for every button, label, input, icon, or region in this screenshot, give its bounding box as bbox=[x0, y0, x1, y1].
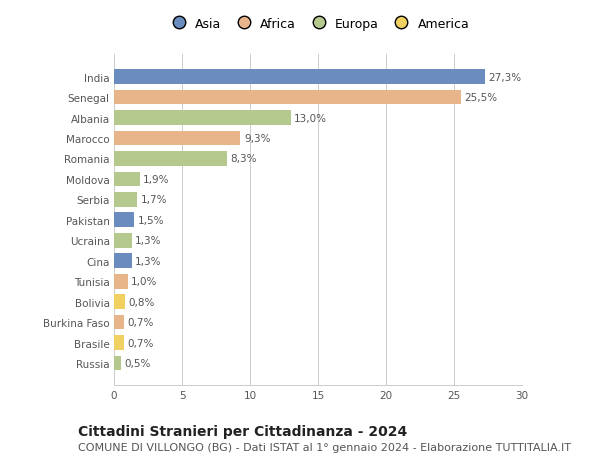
Bar bbox=[114, 315, 124, 330]
Text: 13,0%: 13,0% bbox=[294, 113, 327, 123]
Text: 0,5%: 0,5% bbox=[124, 358, 151, 368]
Bar bbox=[114, 356, 121, 370]
Text: 1,3%: 1,3% bbox=[135, 256, 161, 266]
Bar bbox=[114, 90, 461, 105]
Bar bbox=[114, 193, 137, 207]
Bar bbox=[114, 70, 485, 85]
Text: 1,3%: 1,3% bbox=[135, 236, 161, 246]
Text: 0,7%: 0,7% bbox=[127, 317, 153, 327]
Text: 8,3%: 8,3% bbox=[230, 154, 257, 164]
Bar bbox=[114, 274, 128, 289]
Bar bbox=[114, 336, 124, 350]
Text: COMUNE DI VILLONGO (BG) - Dati ISTAT al 1° gennaio 2024 - Elaborazione TUTTITALI: COMUNE DI VILLONGO (BG) - Dati ISTAT al … bbox=[78, 442, 571, 452]
Bar bbox=[114, 213, 134, 228]
Text: 25,5%: 25,5% bbox=[464, 93, 497, 103]
Bar bbox=[114, 254, 131, 269]
Text: 1,9%: 1,9% bbox=[143, 174, 170, 185]
Text: 0,7%: 0,7% bbox=[127, 338, 153, 348]
Text: 9,3%: 9,3% bbox=[244, 134, 271, 144]
Bar bbox=[114, 131, 241, 146]
Text: 0,8%: 0,8% bbox=[128, 297, 155, 307]
Bar bbox=[114, 152, 227, 167]
Text: 1,0%: 1,0% bbox=[131, 277, 157, 286]
Bar bbox=[114, 295, 125, 309]
Bar bbox=[114, 233, 131, 248]
Text: 1,5%: 1,5% bbox=[138, 215, 164, 225]
Legend: Asia, Africa, Europa, America: Asia, Africa, Europa, America bbox=[164, 15, 472, 33]
Text: 1,7%: 1,7% bbox=[140, 195, 167, 205]
Text: 27,3%: 27,3% bbox=[488, 73, 522, 83]
Text: Cittadini Stranieri per Cittadinanza - 2024: Cittadini Stranieri per Cittadinanza - 2… bbox=[78, 425, 407, 438]
Bar bbox=[114, 172, 140, 187]
Bar bbox=[114, 111, 291, 126]
